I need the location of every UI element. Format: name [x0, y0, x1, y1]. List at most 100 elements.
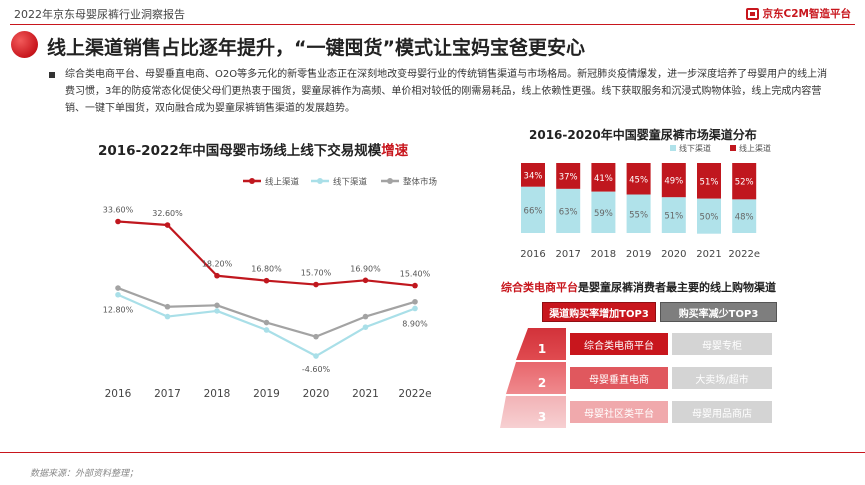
- data-label-0-0: 33.60%: [103, 205, 134, 214]
- line-chart: 线上渠道 线下渠道 整体市场 33.60% 32.60% 18.20% 16.80% 15.7…: [103, 177, 437, 401]
- bar-offline-label-2: 59%: [594, 209, 613, 219]
- x-tick-label-2: 2018: [204, 388, 231, 400]
- bar-x-tick-6: 2022e: [728, 249, 760, 260]
- increase-item-2: 母婴垂直电商: [570, 367, 668, 389]
- data-point-1-0: [115, 291, 121, 298]
- headline-bullet-icon: [11, 31, 38, 58]
- bar-x-tick-4: 2020: [661, 249, 686, 260]
- bar-online-5: [697, 163, 721, 199]
- page-headline: 线上渠道销售占比逐年提升，“一键囤货”模式让宝妈宝爸更安心: [47, 37, 585, 59]
- bar-online-label-2: 41%: [594, 174, 613, 184]
- series-line-0: [117, 220, 416, 287]
- data-label-1-4: -4.60%: [302, 365, 331, 374]
- bar-legend-swatch-1: [730, 145, 736, 151]
- increase-item-3: 母婴社区类平台: [570, 401, 668, 423]
- data-point-1-2: [214, 308, 220, 314]
- decrease-item-2: 大卖场/超市: [672, 367, 772, 389]
- data-point-0-0: [115, 218, 121, 225]
- bar-online-6: [732, 163, 757, 200]
- rank-number-1: 1: [537, 342, 547, 356]
- pyramid-tier-3: [500, 396, 566, 428]
- data-point-2-5: [362, 313, 369, 320]
- data-point-1-5: [362, 324, 369, 330]
- data-point-1-4: [313, 353, 319, 359]
- x-tick-label-5: 2021: [352, 388, 379, 400]
- bar-x-tick-1: 2017: [555, 249, 580, 260]
- channel-section-title: 综合类电商平台是婴童尿裤消费者最主要的线上购物渠道: [501, 279, 776, 295]
- bar-online-label-3: 45%: [629, 175, 648, 185]
- data-label-0-4: 15.70%: [301, 269, 332, 278]
- bar-online-1: [556, 163, 581, 189]
- legend-label-2: 整体市场: [403, 177, 437, 188]
- bar-legend-label-0: 线下渠道: [679, 143, 711, 153]
- pyramid-tier-1: [516, 328, 566, 360]
- brand-logo-text: 京东C2M智造平台: [745, 6, 851, 21]
- rank-pyramid: [500, 328, 566, 428]
- data-label-0-2: 18.20%: [202, 260, 233, 269]
- bar-online-label-6: 52%: [735, 178, 754, 188]
- line-chart-title-main: 2016-2022年中国母婴市场线上线下交易规模: [98, 143, 382, 159]
- bar-offline-6: [732, 199, 757, 233]
- data-point-2-4: [313, 333, 319, 340]
- data-label-0-1: 32.60%: [152, 209, 183, 218]
- bar-offline-4: [661, 197, 686, 233]
- intro-paragraph: 综合类电商平台、母婴垂直电商、O2O等多元化的新零售业态正在深刻地改变母婴行业的…: [65, 69, 828, 114]
- legend-marker-2: [387, 178, 393, 184]
- data-source-note: 数据来源：外部资料整理；: [30, 469, 139, 479]
- bar-offline-label-0: 66%: [524, 206, 543, 216]
- data-point-0-2: [214, 272, 220, 279]
- bar-online-label-4: 49%: [664, 177, 683, 187]
- increase-item-1: 综合类电商平台: [570, 333, 668, 355]
- data-point-0-3: [263, 277, 270, 284]
- bar-offline-5: [697, 198, 721, 234]
- bar-offline-label-1: 63%: [559, 207, 578, 217]
- bar-x-tick-0: 2016: [520, 249, 545, 260]
- bar-x-tick-5: 2021: [696, 249, 721, 260]
- data-point-1-3: [263, 327, 270, 333]
- decrease-item-3: 母婴用品商店: [672, 401, 772, 423]
- data-label-0-3: 16.80%: [251, 265, 282, 274]
- bar-legend-swatch-0: [670, 145, 676, 151]
- data-point-1-1: [164, 313, 171, 320]
- brand-name: 京东C2M智造平台: [762, 8, 851, 20]
- brand-logo-icon: [745, 7, 759, 20]
- tab-increase-top3: 渠道购买率增加TOP3: [542, 302, 656, 322]
- data-point-0-4: [313, 281, 319, 288]
- data-point-0-1: [164, 222, 171, 228]
- bar-online-3: [626, 163, 651, 195]
- bottom-divider: [0, 452, 865, 453]
- bar-legend-label-1: 线上渠道: [739, 143, 771, 153]
- channel-title-rest: 是婴童尿裤消费者最主要的线上购物渠道: [578, 281, 776, 294]
- line-chart-title: 2016-2022年中国母婴市场线上线下交易规模增速: [98, 139, 408, 159]
- bar-offline-3: [626, 194, 651, 233]
- bar-offline-0: [521, 186, 545, 233]
- legend-marker-0: [249, 178, 255, 184]
- channel-title-highlight: 综合类电商平台: [501, 281, 578, 294]
- data-label-0-5: 16.90%: [350, 264, 381, 273]
- bar-offline-2: [591, 191, 616, 233]
- data-point-2-1: [164, 303, 171, 310]
- decrease-item-1: 母婴专柜: [672, 333, 772, 355]
- data-label-1-6: 8.90%: [402, 319, 428, 328]
- bar-online-4: [661, 163, 686, 198]
- bar-x-tick-3: 2019: [626, 249, 651, 260]
- legend-marker-1: [317, 178, 323, 184]
- pyramid-tier-2: [506, 362, 566, 394]
- bar-offline-label-3: 55%: [629, 210, 648, 220]
- data-point-2-2: [214, 302, 220, 309]
- rank-number-2: 2: [537, 376, 547, 390]
- bar-online-2: [591, 163, 616, 192]
- bar-chart-title: 2016-2020年中国婴童尿裤市场渠道分布: [529, 128, 757, 142]
- x-tick-label-3: 2019: [253, 388, 280, 400]
- bar-online-label-1: 37%: [559, 172, 578, 182]
- bar-offline-label-4: 51%: [664, 212, 683, 222]
- legend-label-1: 线下渠道: [333, 177, 368, 188]
- data-label-0-6: 15.40%: [400, 270, 431, 279]
- report-title: 2022年京东母婴尿裤行业洞察报告: [14, 8, 185, 21]
- data-point-0-5: [362, 277, 369, 284]
- tab-decrease-top3: 购买率减少TOP3: [660, 302, 777, 322]
- bar-offline-1: [556, 188, 581, 233]
- data-point-1-6: [412, 305, 418, 312]
- data-point-2-6: [412, 298, 418, 305]
- bar-online-label-0: 34%: [524, 171, 543, 181]
